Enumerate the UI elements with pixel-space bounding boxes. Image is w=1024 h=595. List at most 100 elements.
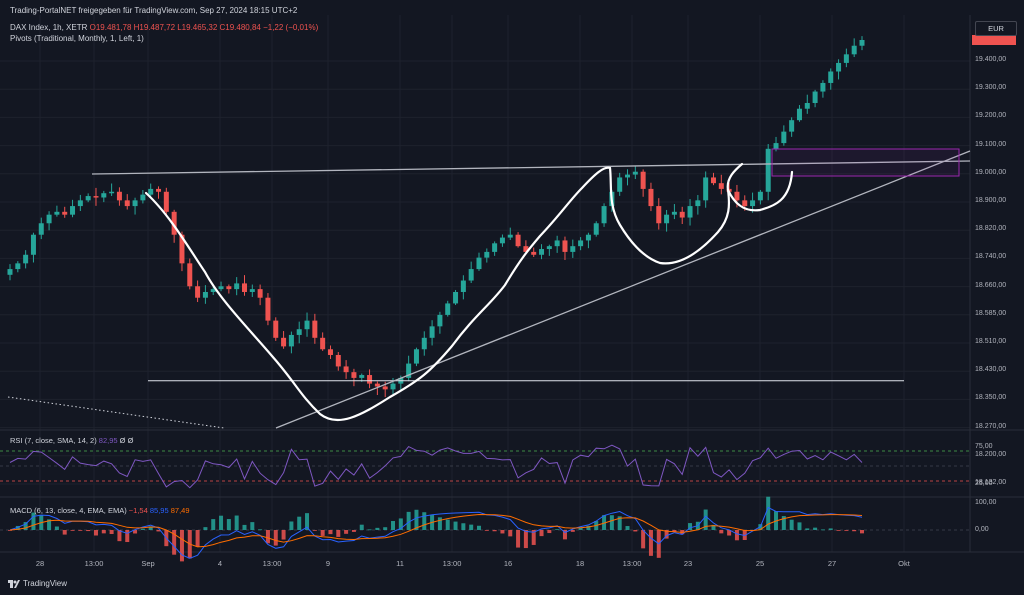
candle-body [421,337,427,350]
candle-body [851,45,857,55]
candle-body [343,366,349,373]
time-axis-label: 13:00 [622,559,642,568]
rsi-legend[interactable]: RSI (7, close, SMA, 14, 2) 82,95 Ø Ø [10,436,134,445]
macd-histogram-bar [469,524,474,530]
macd-histogram-bar [305,513,310,530]
candle-body [210,289,216,292]
macd-histogram-bar [359,524,364,530]
macd-histogram-bar [789,519,794,530]
macd-histogram-bar [602,515,607,530]
target-zone-box [771,148,960,177]
macd-histogram-bar [383,527,388,530]
macd-histogram-bar [398,518,403,530]
candle-body [241,283,247,292]
time-axis-label: 27 [827,559,837,568]
candle-body [85,196,91,201]
time-axis-label: 28 [35,559,45,568]
candle-body [687,206,693,218]
macd-histogram-bar [109,530,114,535]
candle-body [640,171,646,189]
candle-body [288,334,294,347]
price-axis-label: 18.900,00 [975,197,1007,204]
macd-histogram-bar [562,530,567,540]
macd-level-zero: 0,00 [975,526,989,533]
macd-signal-line [9,513,863,548]
candle-body [828,71,834,83]
macd-histogram-bar [328,530,333,535]
macd-histogram-bar [47,519,52,530]
macd-histogram-bar [539,530,544,537]
candle-body [679,211,685,218]
price-axis-label: 19.200,00 [975,112,1007,120]
candle-body [116,191,122,201]
candle-body [296,329,302,335]
macd-histogram-bar [344,530,349,534]
macd-histogram-bar [320,530,325,536]
time-axis-label: 4 [217,559,223,568]
candle-body [820,82,826,92]
candle-body [304,320,310,330]
rsi-line [9,444,863,489]
macd-histogram-bar [101,530,106,534]
macd-histogram-bar [547,530,552,534]
macd-histogram-bar [727,530,732,536]
macd-histogram-bar [195,530,200,547]
tradingview-logo[interactable]: TradingView [8,579,67,588]
macd-histogram-bar [156,530,161,532]
macd-histogram-bar [453,521,458,530]
price-axis-label: 18.430,00 [975,366,1007,374]
macd-histogram-bar [414,509,419,530]
macd-histogram-bar [641,530,646,549]
macd-histogram-bar [172,530,177,555]
macd-histogram-bar [836,530,841,531]
candle-body [578,240,584,247]
currency-button[interactable]: EUR [975,21,1017,36]
pivots-indicator-label[interactable]: Pivots (Traditional, Monthly, 1, Left, 1… [10,34,144,43]
price-axis-label: 18.132,00 [975,479,1007,486]
candle-body [523,246,529,252]
price-axis-label: 18.510,00 [975,338,1007,345]
macd-histogram-bar [226,519,231,530]
candle-body [750,200,756,207]
symbol-legend: DAX Index, 1h, XETR O19.481,78 H19.487,7… [10,23,318,32]
macd-histogram-bar [703,509,708,530]
macd-histogram-bar [625,526,630,530]
macd-histogram-bar [719,530,724,534]
macd-legend[interactable]: MACD (6, 13, close, 4, EMA, EMA) −1,54 8… [10,506,190,515]
candle-body [836,62,842,72]
candle-body [742,200,748,207]
candle-body [507,234,513,238]
macd-histogram-bar [297,516,302,530]
macd-histogram-bar [70,530,75,531]
macd-histogram-bar [672,530,677,532]
macd-histogram-bar [860,530,864,534]
candle-body [625,174,631,178]
macd-histogram-bar [805,528,810,530]
candle-body [7,269,13,275]
time-axis-label: Okt [898,559,910,568]
candle-body [804,102,810,109]
macd-histogram-bar [484,530,489,531]
candle-body [390,383,396,390]
macd-histogram-bar [664,530,669,539]
macd-histogram-bar [148,526,153,530]
macd-histogram-bar [140,528,145,530]
price-axis-label: 18.270,00 [975,422,1007,430]
macd-histogram-bar [336,530,341,537]
candle-body [109,191,115,194]
macd-histogram-bar [688,523,693,530]
candle-body [718,183,724,189]
candle-body [132,200,138,207]
macd-histogram-bar [23,522,28,530]
candle-body [601,206,607,224]
macd-histogram-bar [54,526,59,530]
macd-histogram-bar [852,530,857,532]
macd-histogram-bar [516,530,521,548]
candle-body [335,354,341,367]
candle-body [382,386,388,390]
symbol-name[interactable]: DAX Index, 1h, XETR [10,23,88,32]
macd-histogram-bar [265,530,270,544]
price-axis-label: 18.200,00 [975,450,1007,458]
